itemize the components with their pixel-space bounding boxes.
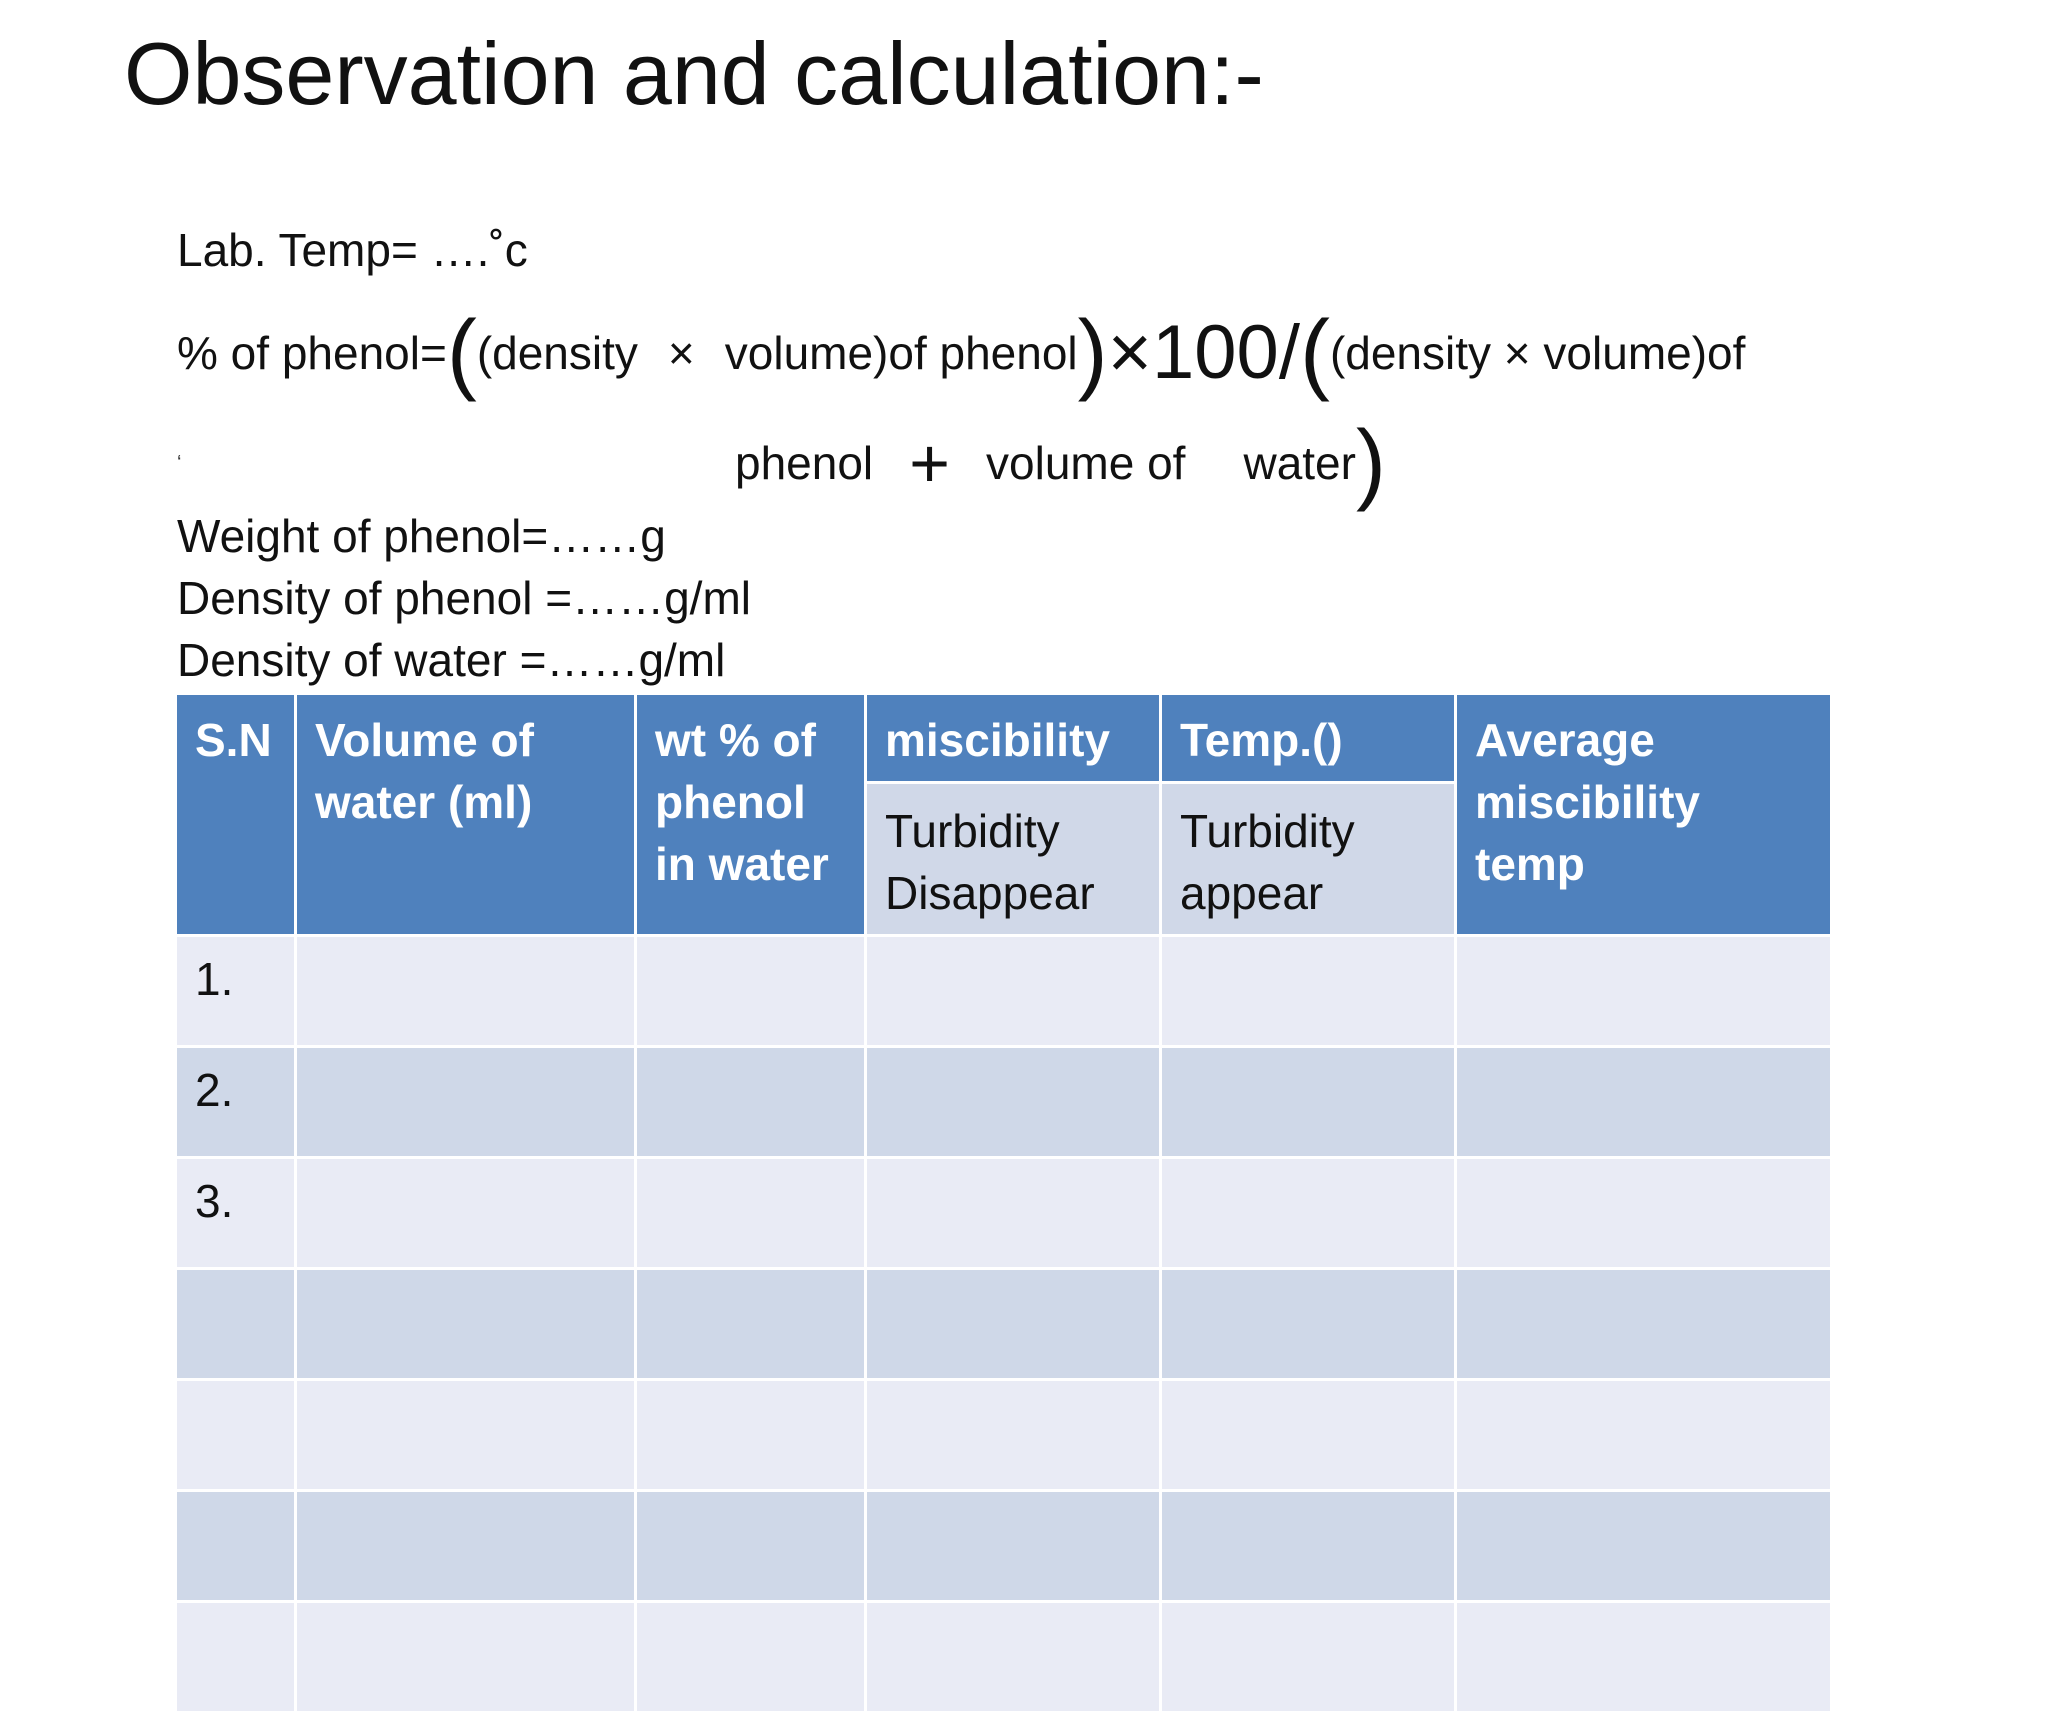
row-sn: 1. (174, 934, 297, 1048)
table-cell (1454, 1156, 1833, 1270)
table-cell (294, 1378, 637, 1492)
table-cell (1454, 1267, 1833, 1381)
lab-temp-line: Lab. Temp= ….˚c (177, 224, 528, 276)
table-cell (634, 934, 867, 1048)
table-cell (294, 1267, 637, 1381)
observation-table: S.N Volume of water (ml) wt % of phenol … (174, 692, 1833, 1714)
table-row: 3. (174, 1156, 1833, 1270)
density-of-water-line: Density of water =……g/ml (177, 634, 726, 686)
table-cell (634, 1378, 867, 1492)
table-cell (1159, 1489, 1457, 1603)
formula-part-density: (density (476, 327, 638, 379)
header-wt-percent-phenol: wt % of phenol in water (634, 692, 867, 937)
table-row: 2. (174, 1045, 1833, 1159)
table-cell (634, 1267, 867, 1381)
formula-close-paren: ) (1077, 303, 1108, 403)
table-cell (864, 934, 1162, 1048)
table-cell (864, 1267, 1162, 1381)
slide-title: Observation and calculation:- (124, 24, 1264, 123)
table-cell (864, 1600, 1162, 1714)
formula-part-water: water (1243, 437, 1356, 489)
table-cell (1454, 1489, 1833, 1603)
header-turbidity-disappear: Turbidity Disappear (864, 781, 1162, 937)
formula-line-1: % of phenol= ( (density × volume)of phen… (177, 298, 1745, 408)
table-cell (1159, 1600, 1457, 1714)
row-sn (174, 1600, 297, 1714)
header-average-miscibility-temp: Average miscibility temp (1454, 692, 1833, 937)
table-cell (294, 1045, 637, 1159)
formula-mult-100: ×100/ (1107, 310, 1300, 395)
formula-part-volume-phenol: volume)of phenol (724, 327, 1078, 379)
table-cell (634, 1045, 867, 1159)
table-cell (294, 1156, 637, 1270)
table-cell (864, 1489, 1162, 1603)
table-cell (1159, 1267, 1457, 1381)
header-sn: S.N (174, 692, 297, 937)
formula-close-paren-2: ) (1355, 413, 1386, 513)
formula-open-paren: ( (446, 303, 477, 403)
formula-part-volume-of: volume of (986, 437, 1186, 489)
table-cell (1159, 1045, 1457, 1159)
row-sn (174, 1267, 297, 1381)
table-row (174, 1489, 1833, 1603)
table-row (174, 1267, 1833, 1381)
formula-label: % of phenol= (177, 327, 447, 379)
formula-part-phenol: phenol (735, 437, 874, 489)
header-turbidity-appear: Turbidity appear (1159, 781, 1457, 937)
table-cell (1159, 1156, 1457, 1270)
table-cell (294, 1489, 637, 1603)
table-cell (294, 934, 637, 1048)
formula-line-2: phenol + volume of water ) (735, 408, 1386, 518)
density-of-phenol-line: Density of phenol =……g/ml (177, 572, 751, 624)
table-cell (1454, 1045, 1833, 1159)
table-cell (864, 1378, 1162, 1492)
table-row (174, 1600, 1833, 1714)
row-sn: 3. (174, 1156, 297, 1270)
table-cell (864, 1156, 1162, 1270)
header-miscibility: miscibility (864, 692, 1162, 784)
table-cell (634, 1600, 867, 1714)
header-temp: Temp.() (1159, 692, 1457, 784)
row-sn (174, 1378, 297, 1492)
row-sn: 2. (174, 1045, 297, 1159)
table-cell (864, 1045, 1162, 1159)
table-cell (634, 1489, 867, 1603)
table-cell (1454, 1378, 1833, 1492)
formula-open-paren-2: ( (1299, 303, 1330, 403)
stray-tick-mark: ‘ (177, 452, 182, 474)
row-sn (174, 1489, 297, 1603)
table-cell (634, 1156, 867, 1270)
formula-times-sign: × (667, 327, 695, 379)
weight-of-phenol-line: Weight of phenol=……g (177, 510, 666, 562)
table-cell (1454, 934, 1833, 1048)
table-row (174, 1378, 1833, 1492)
table-cell (1159, 934, 1457, 1048)
table-cell (294, 1600, 637, 1714)
table-cell (1454, 1600, 1833, 1714)
table-cell (1159, 1378, 1457, 1492)
header-volume-of-water: Volume of water (ml) (294, 692, 637, 937)
formula-plus-sign: + (909, 424, 951, 502)
formula-part-density-volume: (density × volume)of (1329, 327, 1746, 379)
table-row: 1. (174, 934, 1833, 1048)
